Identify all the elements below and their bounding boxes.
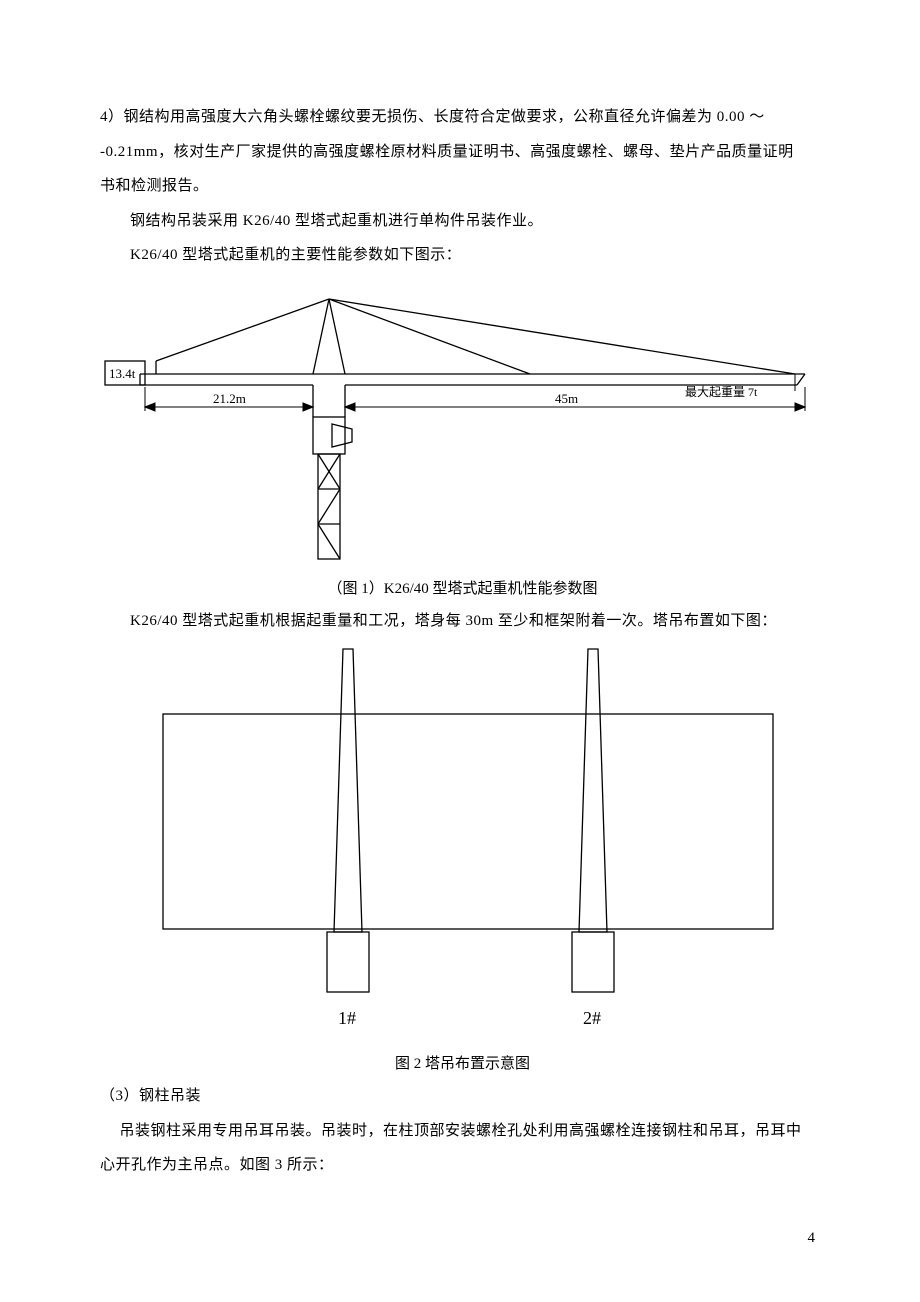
layout-diagram-svg: 1# 2# <box>148 644 778 1044</box>
paragraph-line: （3）钢柱吊装 <box>100 1079 825 1114</box>
jib-dim-label: 45m <box>555 391 578 406</box>
crane-diagram-svg: 13.4t 21.2m 45m 最大起重量 7t <box>100 279 830 569</box>
document-page: 4）钢结构用高强度大六角头螺栓螺纹要无损伤、长度符合定做要求，公称直径允许偏差为… <box>0 0 920 1302</box>
back-dim-label: 21.2m <box>213 391 246 406</box>
paragraph-line: 钢结构吊装采用 K26/40 型塔式起重机进行单构件吊装作业。 <box>100 204 825 239</box>
counterweight-label: 13.4t <box>109 366 136 381</box>
paragraph-line: K26/40 型塔式起重机的主要性能参数如下图示： <box>100 238 825 273</box>
tower2-label: 2# <box>583 1008 601 1028</box>
tower1-label: 1# <box>338 1008 356 1028</box>
figure-2-caption: 图 2 塔吊布置示意图 <box>100 1052 825 1073</box>
paragraph-line: 心开孔作为主吊点。如图 3 所示： <box>100 1148 825 1183</box>
max-load-label: 最大起重量 7t <box>685 385 758 399</box>
figure-2-layout: 1# 2# <box>100 644 825 1044</box>
paragraph-line: 吊装钢柱采用专用吊耳吊装。吊装时，在柱顶部安装螺栓孔处利用高强螺栓连接钢柱和吊耳… <box>100 1114 825 1149</box>
paragraph-line: 4）钢结构用高强度大六角头螺栓螺纹要无损伤、长度符合定做要求，公称直径允许偏差为… <box>100 100 825 135</box>
paragraph-line: 书和检测报告。 <box>100 169 825 204</box>
page-number: 4 <box>808 1230 816 1247</box>
paragraph-line: -0.21mm，核对生产厂家提供的高强度螺栓原材料质量证明书、高强度螺栓、螺母、… <box>100 135 825 170</box>
paragraph-line: K26/40 型塔式起重机根据起重量和工况，塔身每 30m 至少和框架附着一次。… <box>100 604 825 639</box>
figure-1-crane: 13.4t 21.2m 45m 最大起重量 7t <box>100 279 825 569</box>
figure-1-caption: （图 1）K26/40 型塔式起重机性能参数图 <box>100 577 825 598</box>
